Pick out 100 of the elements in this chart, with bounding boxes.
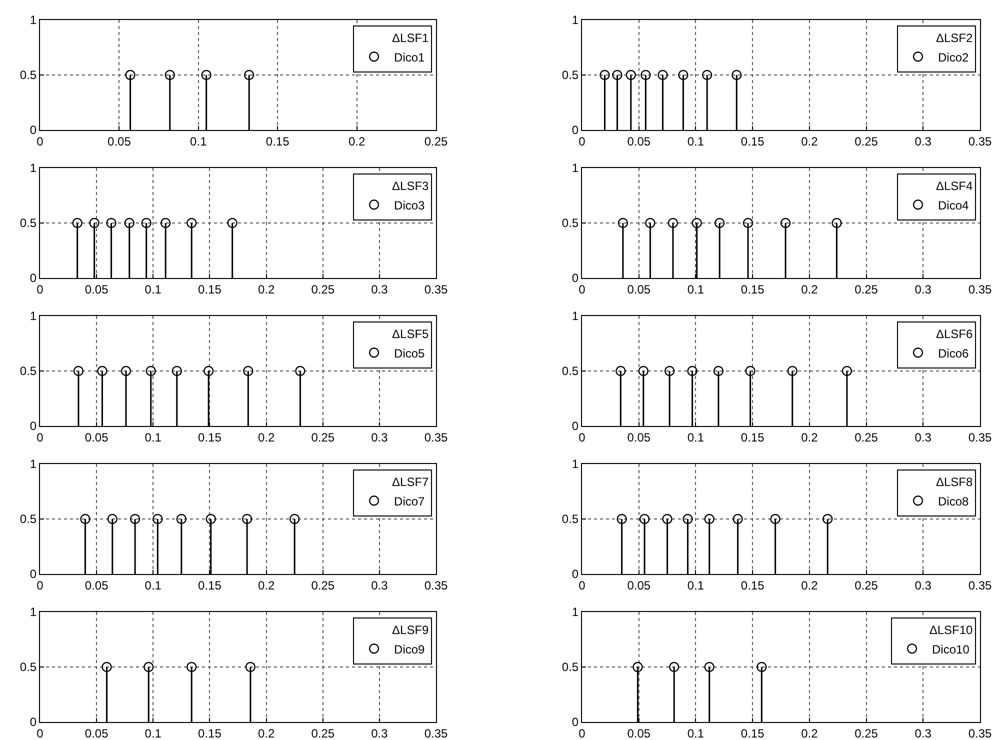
x-tick-label: 0.3 — [914, 430, 932, 444]
x-tick-label: 0.1 — [144, 726, 162, 740]
x-tick-label: 0.1 — [144, 282, 162, 296]
x-tick-label: 0.05 — [84, 726, 109, 740]
x-tick-label: 0.25 — [854, 134, 878, 148]
x-tick-label: 0.05 — [627, 578, 651, 592]
legend-label: Dico1 — [394, 50, 426, 64]
legend-title: ΔLSF1 — [392, 31, 430, 46]
x-tick-label: 0.25 — [424, 134, 448, 148]
x-tick-label: 0.1 — [687, 430, 704, 444]
x-tick-label: 0.15 — [198, 726, 222, 740]
y-tick-label: 0 — [572, 123, 579, 138]
x-tick-label: 0.25 — [854, 578, 878, 592]
y-tick-label: 0 — [30, 715, 37, 730]
x-tick-label: 0.3 — [371, 578, 388, 592]
y-tick-label: 1 — [30, 457, 37, 472]
y-tick-label: 0.5 — [562, 216, 579, 230]
y-tick-label: 0.5 — [20, 68, 37, 82]
legend-title: ΔLSF9 — [392, 623, 430, 638]
x-tick-label: 0.2 — [801, 578, 818, 592]
y-tick-label: 0 — [572, 419, 579, 434]
x-tick-label: 0.15 — [740, 134, 765, 148]
x-tick-label: 0.05 — [627, 430, 651, 444]
y-tick-label: 1 — [572, 457, 579, 472]
legend-title: ΔLSF2 — [936, 31, 974, 46]
legend-label: Dico9 — [394, 642, 426, 656]
y-tick-label: 0 — [30, 419, 37, 434]
x-tick-label: 0.35 — [968, 282, 992, 296]
x-tick-label: 0.2 — [258, 578, 275, 592]
x-tick-label: 0.3 — [371, 282, 388, 296]
x-tick-label: 0.2 — [801, 430, 818, 444]
legend-label: Dico8 — [938, 494, 970, 508]
x-tick-label: 0.2 — [801, 282, 818, 296]
y-tick-label: 0.5 — [20, 660, 37, 674]
x-tick-label: 0.35 — [424, 726, 448, 740]
x-tick-label: 0.25 — [311, 282, 335, 296]
legend-label: Dico6 — [938, 346, 970, 360]
x-tick-label: 0.05 — [627, 134, 651, 148]
x-tick-label: 0.1 — [687, 134, 704, 148]
x-tick-label: 0.3 — [914, 134, 932, 148]
legend-title: ΔLSF8 — [936, 475, 974, 490]
x-tick-label: 0.05 — [84, 430, 109, 444]
legend-label: Dico4 — [938, 198, 970, 212]
x-tick-label: 0.15 — [198, 430, 222, 444]
x-tick-label: 0.35 — [424, 430, 448, 444]
y-tick-label: 1 — [572, 161, 579, 176]
x-tick-label: 0.35 — [968, 134, 992, 148]
legend-title: ΔLSF4 — [936, 179, 974, 194]
y-tick-label: 1 — [30, 13, 37, 28]
x-tick-label: 0.25 — [854, 282, 878, 296]
x-tick-label: 0.2 — [258, 430, 275, 444]
x-tick-label: 0.15 — [740, 282, 765, 296]
x-tick-label: 0.1 — [687, 726, 704, 740]
x-tick-label: 0.2 — [348, 134, 366, 148]
y-tick-label: 1 — [572, 309, 579, 324]
x-tick-label: 0.25 — [854, 430, 878, 444]
y-tick-label: 0 — [30, 567, 37, 582]
legend-label: Dico2 — [938, 50, 970, 64]
legend-title: ΔLSF5 — [392, 327, 430, 342]
x-tick-label: 0.2 — [801, 726, 818, 740]
y-tick-label: 0.5 — [562, 512, 579, 526]
legend-label: Dico3 — [394, 198, 426, 212]
x-tick-label: 0.05 — [108, 134, 132, 148]
x-tick-label: 0.25 — [311, 726, 335, 740]
x-tick-label: 0.3 — [914, 578, 932, 592]
x-tick-label: 0.2 — [258, 282, 275, 296]
legend-label: Dico10 — [932, 642, 970, 656]
legend-label: Dico7 — [394, 494, 426, 508]
y-tick-label: 1 — [572, 13, 579, 28]
x-tick-label: 0.35 — [968, 726, 992, 740]
x-tick-label: 0.05 — [84, 578, 109, 592]
x-tick-label: 0.35 — [968, 578, 992, 592]
y-tick-label: 0.5 — [562, 660, 579, 674]
x-tick-label: 0.2 — [258, 726, 275, 740]
y-tick-label: 0 — [30, 271, 37, 286]
x-tick-label: 0.35 — [424, 282, 448, 296]
x-tick-label: 0.05 — [627, 726, 651, 740]
y-tick-label: 0.5 — [20, 364, 37, 378]
y-tick-label: 1 — [30, 605, 37, 620]
x-tick-label: 0.25 — [311, 578, 335, 592]
x-tick-label: 0.15 — [740, 726, 765, 740]
x-tick-label: 0.25 — [311, 430, 335, 444]
x-tick-label: 0.1 — [687, 282, 704, 296]
x-tick-label: 0.1 — [144, 430, 162, 444]
x-tick-label: 0.1 — [190, 134, 208, 148]
y-tick-label: 0.5 — [20, 216, 37, 230]
x-tick-label: 0.15 — [266, 134, 290, 148]
x-tick-label: 0.3 — [371, 430, 388, 444]
x-tick-label: 0.15 — [198, 578, 222, 592]
x-tick-label: 0.15 — [198, 282, 222, 296]
y-tick-label: 0 — [572, 271, 579, 286]
y-tick-label: 1 — [30, 161, 37, 176]
x-tick-label: 0.05 — [627, 282, 651, 296]
x-tick-label: 0.3 — [371, 726, 388, 740]
legend-title: ΔLSF3 — [392, 179, 430, 194]
x-tick-label: 0.05 — [84, 282, 109, 296]
x-tick-label: 0.35 — [968, 430, 992, 444]
y-tick-label: 0.5 — [562, 68, 579, 82]
x-tick-label: 0.35 — [424, 578, 448, 592]
legend-title: ΔLSF7 — [392, 475, 430, 490]
